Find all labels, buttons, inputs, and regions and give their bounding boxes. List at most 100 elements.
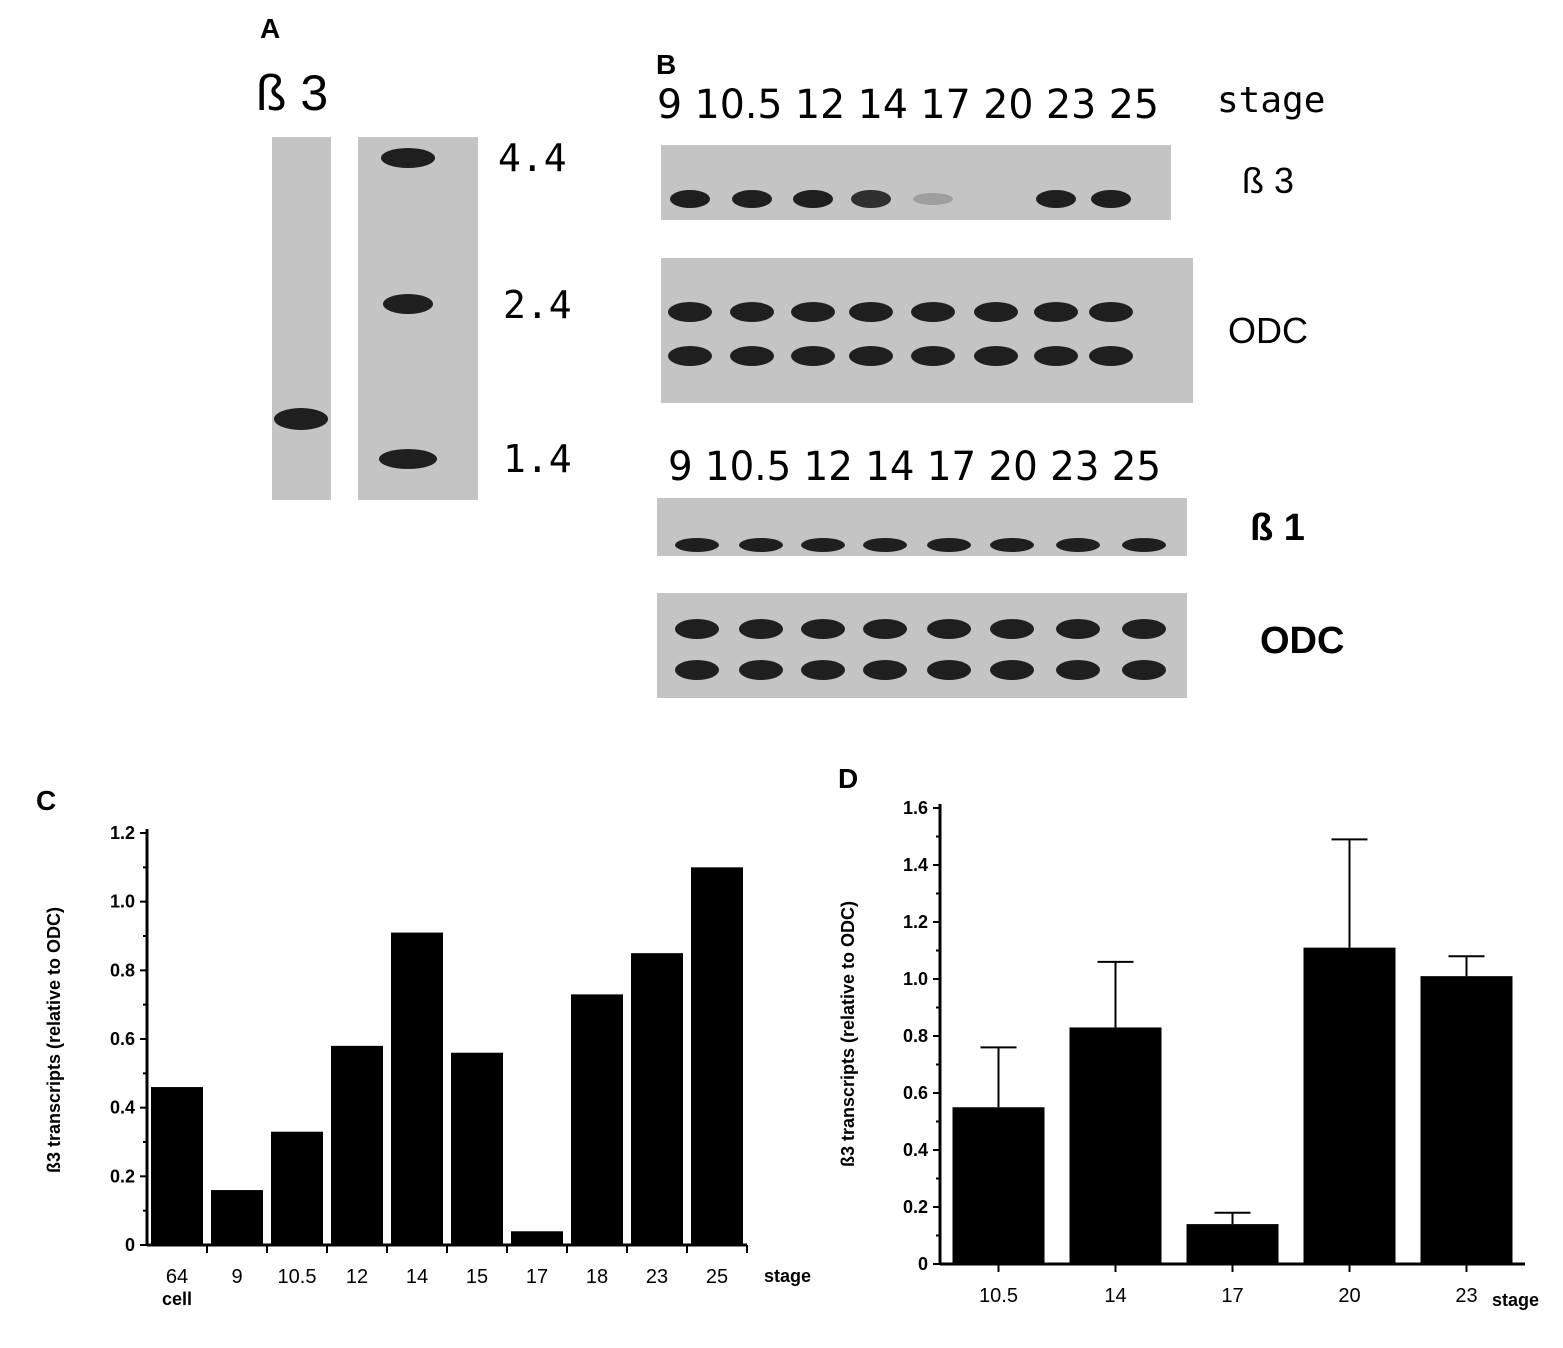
band-a-beta3	[274, 408, 328, 430]
chart-d: 0 0.2 0.4 0.6 0.8 1.0 1.2 1.4 1.6 10.5 14 17 20 23	[903, 798, 1525, 1307]
band-odc-upper	[990, 619, 1034, 639]
band-odc-lower	[791, 346, 835, 366]
x-tick-label: 12	[346, 1266, 368, 1288]
band-odc-lower	[911, 346, 955, 366]
x-tick-label: 23	[1455, 1285, 1477, 1307]
band-odc-upper	[730, 302, 774, 322]
band-beta1	[739, 538, 783, 552]
y-tick-label: 0	[918, 1254, 928, 1274]
band-beta3	[1091, 190, 1131, 208]
blot-a-sample-lane	[272, 137, 331, 500]
band-odc-upper	[1122, 619, 1166, 639]
y-tick-label: 0.8	[903, 1026, 928, 1046]
bar	[1069, 1027, 1162, 1264]
beta1-bands	[675, 538, 1166, 552]
bar	[952, 1107, 1045, 1264]
x-tick-label: 10.5	[278, 1266, 317, 1288]
band-odc-upper	[927, 619, 971, 639]
stage-label-b: stage	[1217, 80, 1325, 121]
x-tick-label: 18	[586, 1266, 608, 1288]
panel-a-probe-label: ß 3	[256, 65, 328, 121]
band-odc-upper	[739, 619, 783, 639]
band-odc-upper	[911, 302, 955, 322]
band-beta3	[1036, 190, 1076, 208]
bar	[271, 1131, 323, 1245]
y-tick-label: 0.8	[110, 960, 135, 980]
y-tick-label: 1.0	[110, 892, 135, 912]
panel-b-label: B	[656, 49, 676, 80]
marker-label-1.4: 1.4	[503, 437, 572, 481]
panel-b: B 9 10.5 12 14 17 20 23 25 stage ß 3 ODC…	[656, 49, 1344, 698]
x-tick-label: 9	[231, 1266, 242, 1288]
panel-d-xlabel: stage	[1492, 1290, 1539, 1310]
odc-top-bands	[668, 302, 1133, 366]
y-tick-label: 0.2	[110, 1166, 135, 1186]
band-odc-upper	[1056, 619, 1100, 639]
band-beta3	[670, 190, 710, 208]
x-tick-label: 64	[166, 1266, 188, 1288]
x-tick-label: 10.5	[979, 1285, 1018, 1307]
lane-labels-bottom: 9 10.5 12 14 17 20 23 25	[668, 444, 1161, 490]
band-beta1	[863, 538, 907, 552]
band-odc-lower	[863, 660, 907, 680]
y-tick-label: 0.6	[110, 1029, 135, 1049]
y-tick-label: 1.4	[903, 855, 928, 875]
y-tick-label: 0.2	[903, 1197, 928, 1217]
band-beta1	[1056, 538, 1100, 552]
y-tick-label: 0.6	[903, 1083, 928, 1103]
band-odc-upper	[791, 302, 835, 322]
bar	[211, 1190, 263, 1245]
band-beta3	[793, 190, 833, 208]
y-tick-label: 1.6	[903, 798, 928, 818]
panel-a: A ß 3 4.4 2.4 1.4	[256, 13, 572, 500]
x-tick-label: 14	[406, 1266, 428, 1288]
band-beta1	[990, 538, 1034, 552]
x-tick-label: 23	[646, 1266, 668, 1288]
band-odc-lower	[974, 346, 1018, 366]
panel-c-ylabel: ß3 transcripts (relative to ODC)	[44, 907, 64, 1173]
bar	[571, 994, 623, 1245]
blot-b-beta1	[657, 498, 1187, 556]
band-odc-lower	[1034, 346, 1078, 366]
band-odc-upper	[675, 619, 719, 639]
band-odc-lower	[730, 346, 774, 366]
x-tick-label: cell	[162, 1289, 192, 1309]
band-beta1	[675, 538, 719, 552]
bar	[391, 932, 443, 1245]
blot-label-odc-bottom: ODC	[1260, 620, 1344, 662]
beta3-bands	[670, 190, 1131, 208]
band-odc-upper	[974, 302, 1018, 322]
band-a-marker-2.4	[383, 294, 433, 314]
bar	[511, 1231, 563, 1245]
x-tick-label: 25	[706, 1266, 728, 1288]
band-beta3	[851, 190, 891, 208]
x-tick-label: 17	[1221, 1285, 1243, 1307]
band-odc-lower	[801, 660, 845, 680]
marker-label-2.4: 2.4	[503, 283, 572, 327]
band-odc-upper	[849, 302, 893, 322]
y-tick-label: 0.4	[903, 1140, 928, 1160]
panel-d-ylabel: ß3 transcripts (relative to ODC)	[838, 901, 858, 1167]
band-beta3	[732, 190, 772, 208]
odc-bottom-bands	[675, 619, 1166, 680]
band-odc-lower	[1056, 660, 1100, 680]
blot-a-marker-lane	[358, 137, 478, 500]
y-tick-label: 0	[125, 1235, 135, 1255]
bar	[451, 1052, 503, 1245]
bar	[151, 1087, 203, 1245]
panel-a-label: A	[260, 13, 280, 44]
panel-c-label: C	[36, 785, 56, 816]
band-odc-lower	[739, 660, 783, 680]
band-odc-upper	[1034, 302, 1078, 322]
band-odc-upper	[668, 302, 712, 322]
y-tick-label: 1.2	[110, 823, 135, 843]
bar	[631, 953, 683, 1245]
blot-b-odc-top	[661, 258, 1193, 403]
blot-b-beta3	[661, 145, 1171, 220]
blot-label-beta3: ß 3	[1242, 160, 1294, 201]
marker-label-4.4: 4.4	[498, 136, 567, 180]
band-odc-upper	[1089, 302, 1133, 322]
x-tick-label: 15	[466, 1266, 488, 1288]
